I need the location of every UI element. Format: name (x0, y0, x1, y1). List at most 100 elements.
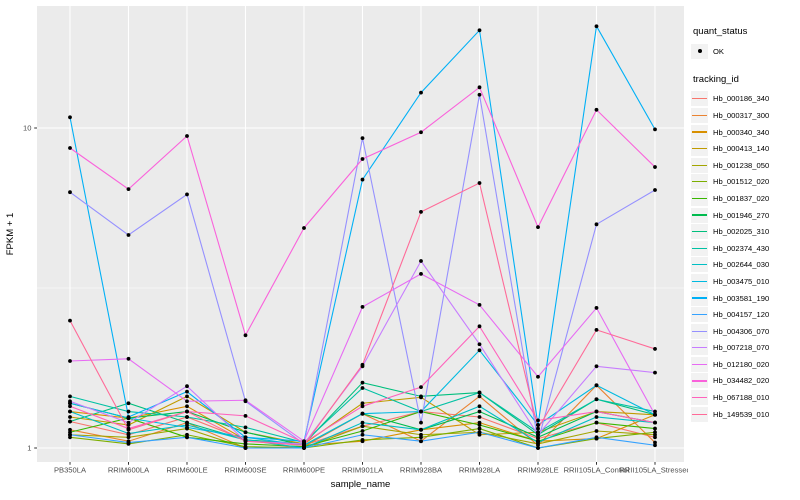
legend-item-label: Hb_034482_020 (713, 376, 770, 386)
data-point-Hb_001837_020-RRII105LA_Stressed (653, 426, 657, 431)
data-point-Hb_004157_120-RRIM600LA (126, 440, 131, 445)
data-point-Hb_149539_010-RRIM600SE (243, 439, 248, 444)
data-point-Hb_034482_020-RRII105LA_Stressed (653, 165, 657, 169)
data-point-Hb_149539_010-RRIM600PE (302, 443, 306, 448)
legend-item-label: Hb_004306_070 (713, 326, 770, 336)
data-point-Hb_000186_340-RRIM928LA (477, 415, 482, 419)
data-point-Hb_004157_120-RRIM928LA (477, 430, 482, 435)
series-color-swatch (692, 314, 707, 316)
data-point-Hb_001837_020-RRIM600SE (243, 441, 248, 446)
data-point-Hb_002374_430-RRIM600LA (126, 409, 131, 414)
data-point-Hb_067188_010-RRIM901LA (360, 404, 365, 409)
data-point-Hb_000317_300-RRII105LA_Stressed (653, 440, 657, 445)
legend-item-Hb_067188_010: Hb_067188_010 (691, 389, 799, 406)
x-tick-label-PB350LA: PB350LA (54, 466, 87, 475)
x-tick-label-RRIM600LE: RRIM600LE (166, 466, 207, 475)
data-point-Hb_001238_050-RRIM600LA (126, 435, 131, 440)
data-point-Hb_004157_120-PB350LA (68, 432, 72, 437)
legend-key-line (691, 390, 708, 406)
data-point-Hb_002374_430-RRIM600LE (185, 415, 189, 419)
legend-item-label: Hb_067188_010 (713, 393, 770, 403)
legend-key-line (691, 207, 708, 223)
legend-key-line (691, 373, 708, 389)
legend-key-line (691, 91, 708, 107)
legend-tracking-items: Hb_000186_340 Hb_000317_300 Hb_000340_340 H… (691, 91, 799, 423)
data-point-Hb_002644_030-RRIM928BA (419, 427, 423, 432)
data-point-Hb_004306_070-RRIM928LE (536, 439, 540, 444)
legend-key-line (691, 406, 708, 422)
legend-item-Hb_149539_010: Hb_149539_010 (691, 406, 799, 423)
data-point-Hb_007218_070-RRIM928LE (536, 432, 540, 437)
data-point-Hb_003475_010-RRIM928BA (419, 409, 423, 414)
legend-item-label: Hb_000186_340 (713, 94, 770, 104)
x-tick-label-RRII105LA_Stressed: RRII105LA_Stressed (619, 466, 688, 475)
data-point-Hb_002374_430-RRIM600SE (243, 425, 248, 430)
data-point-Hb_003581_190-RRIM928LA (477, 28, 482, 33)
panel-background (37, 6, 684, 462)
series-color-swatch (692, 231, 707, 233)
data-point-Hb_012180_020-RRIM600LE (185, 399, 189, 404)
data-point-Hb_002374_430-RRIM901LA (360, 386, 365, 390)
series-color-swatch (692, 363, 707, 365)
data-point-Hb_034482_020-RRIM928LA (477, 85, 482, 90)
data-point-Hb_149539_010-RRII105LA_Stressed (653, 347, 657, 351)
data-point-Hb_034482_020-RRIM600LA (126, 187, 131, 192)
data-point-Hb_034482_020-RRIM600LE (185, 134, 189, 138)
legend-item-label: Hb_012180_020 (713, 359, 770, 369)
data-point-Hb_004306_070-RRII105LA_Control (594, 222, 599, 227)
data-point-Hb_034482_020-PB350LA (68, 146, 72, 150)
data-point-Hb_001238_050-RRII105LA_Control (594, 429, 599, 433)
data-point-Hb_149539_010-RRII105LA_Control (594, 327, 599, 332)
series-color-swatch (692, 98, 707, 100)
data-point-Hb_002025_310-RRIM928BA (419, 394, 423, 399)
data-point-Hb_007218_070-RRIM600LA (126, 420, 131, 425)
data-point-Hb_002644_030-RRIM928LA (477, 404, 482, 409)
legend-item-label: Hb_002644_030 (713, 260, 770, 270)
series-color-swatch (692, 164, 707, 166)
data-point-Hb_067188_010-RRIM600PE (302, 440, 306, 445)
legend-item-Hb_000317_300: Hb_000317_300 (691, 107, 799, 124)
data-point-Hb_149539_010-RRIM901LA (360, 362, 365, 367)
data-point-Hb_012180_020-RRII105LA_Control (594, 306, 599, 310)
x-tick-label-RRIM901LA: RRIM901LA (342, 466, 384, 475)
legend-quant-status: quant_status OK (691, 26, 799, 60)
legend-item-Hb_007218_070: Hb_007218_070 (691, 340, 799, 357)
series-color-swatch (692, 347, 707, 349)
legend-item-Hb_001946_270: Hb_001946_270 (691, 207, 799, 224)
series-color-swatch (692, 148, 707, 150)
x-tick-label-RRIM600SE: RRIM600SE (224, 466, 266, 475)
data-point-Hb_003581_190-RRIM600SE (243, 435, 248, 440)
legend-key-line (691, 174, 708, 190)
legend-item-label: Hb_001837_020 (713, 193, 770, 203)
data-point-Hb_149539_010-RRIM928LE (536, 426, 540, 431)
legend-panel: quant_status OK tracking_id Hb_000186_34… (691, 26, 799, 436)
legend-key-line (691, 307, 708, 323)
x-tick-label-RRIM928LE: RRIM928LE (517, 466, 558, 475)
data-point-Hb_149539_010-RRIM600LE (185, 409, 189, 414)
legend-key-line (691, 190, 708, 206)
legend-item-label: Hb_000340_340 (713, 127, 770, 137)
series-color-swatch (692, 380, 707, 382)
data-point-Hb_034482_020-RRIM901LA (360, 157, 365, 161)
point-icon (697, 49, 702, 54)
series-color-swatch (692, 181, 707, 183)
legend-item-Hb_001238_050: Hb_001238_050 (691, 157, 799, 174)
x-tick-label-RRIM928BA: RRIM928BA (400, 466, 443, 475)
data-point-Hb_003581_190-RRIM600LA (126, 415, 131, 419)
data-point-Hb_000413_140-RRIM901LA (360, 401, 365, 406)
data-point-Hb_003581_190-RRII105LA_Stressed (653, 127, 657, 132)
data-point-Hb_067188_010-PB350LA (68, 404, 72, 409)
legend-item-ok: OK (691, 43, 799, 60)
data-point-Hb_067188_010-RRIM928LA (477, 324, 482, 329)
data-point-Hb_012180_020-RRIM928LE (536, 374, 540, 379)
y-axis-title: FPKM + 1 (5, 213, 16, 256)
legend-item-Hb_001512_020: Hb_001512_020 (691, 174, 799, 191)
data-point-Hb_149539_010-RRIM928LA (477, 181, 482, 185)
data-point-Hb_034482_020-RRIM928LE (536, 225, 540, 230)
data-point-Hb_007218_070-RRIM600LE (185, 384, 189, 389)
data-point-Hb_067188_010-RRIM600SE (243, 413, 248, 418)
data-point-Hb_007218_070-PB350LA (68, 399, 72, 404)
data-point-Hb_001946_270-RRIM928LA (477, 409, 482, 414)
legend-item-Hb_002025_310: Hb_002025_310 (691, 223, 799, 240)
